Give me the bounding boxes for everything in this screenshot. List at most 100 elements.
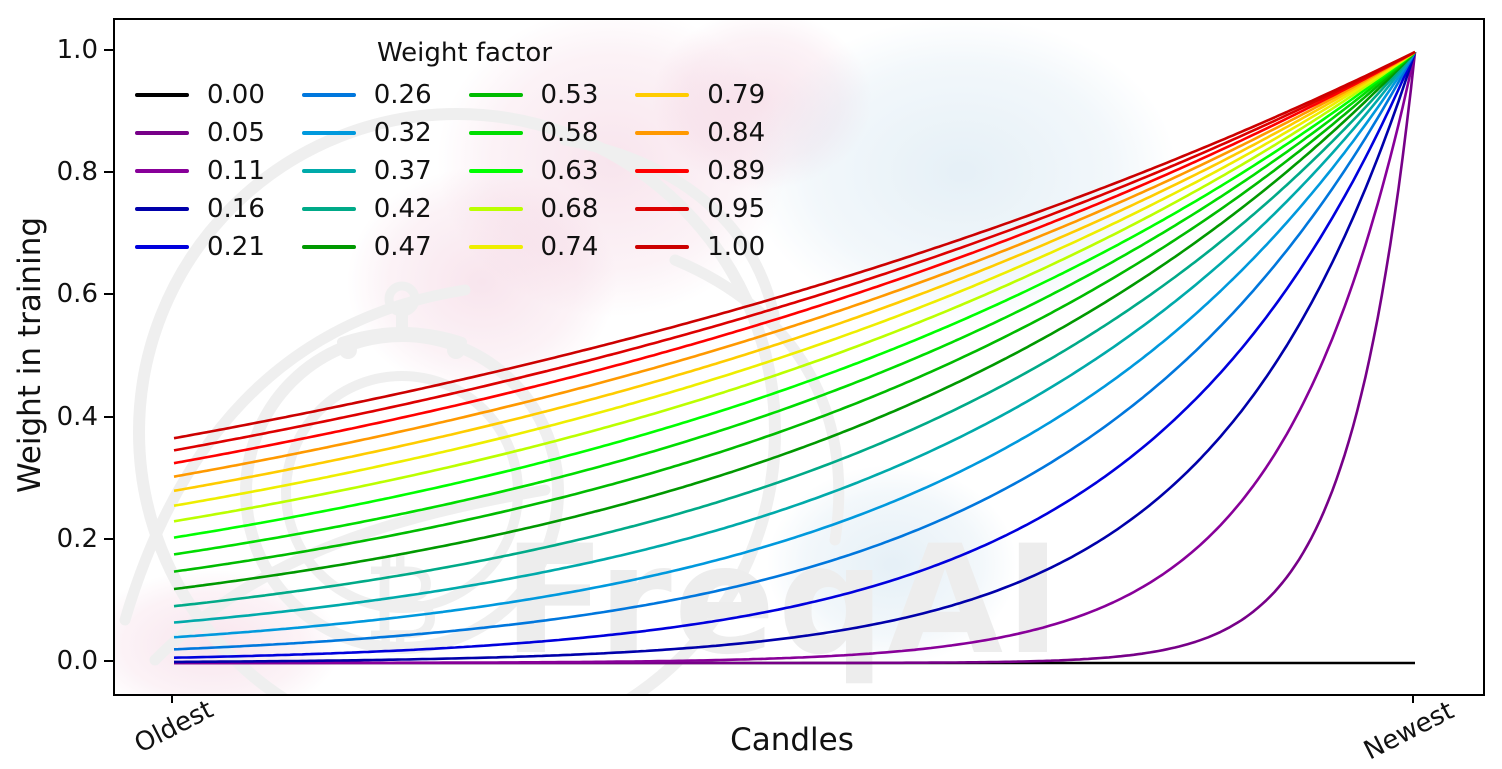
curve-weight-factor-0.79 <box>173 50 1416 493</box>
curve-weight-factor-0.95 <box>173 50 1416 452</box>
legend-swatch <box>301 131 356 135</box>
legend-swatch <box>635 245 690 249</box>
legend-swatch <box>468 93 523 97</box>
legend-item: 0.58 <box>468 114 619 152</box>
legend-column: 0.26 0.32 0.37 0.42 0.47 <box>301 76 452 266</box>
curve-weight-factor-0.26 <box>173 51 1417 651</box>
legend: Weight factor 0.00 0.05 0.11 0.16 0.21 0.26 0.… <box>127 36 802 266</box>
x-tick-mark <box>171 694 173 703</box>
curve-weight-factor-0.89 <box>173 50 1416 465</box>
legend-swatch <box>468 245 523 249</box>
legend-column: 0.00 0.05 0.11 0.16 0.21 <box>135 76 285 266</box>
y-tick-label: 1.0 <box>56 35 98 65</box>
legend-swatch <box>468 169 523 173</box>
legend-item: 0.68 <box>468 190 619 228</box>
legend-item: 0.16 <box>135 190 285 228</box>
legend-swatch <box>635 207 690 211</box>
y-tick-mark <box>104 537 113 540</box>
legend-item: 0.95 <box>635 190 785 228</box>
legend-item: 1.00 <box>635 228 785 266</box>
legend-swatch <box>135 169 189 173</box>
x-tick-label-oldest: Oldest <box>129 694 219 760</box>
legend-item: 0.11 <box>135 152 285 190</box>
curve-weight-factor-0.63 <box>173 50 1416 539</box>
legend-label: 0.95 <box>707 194 766 224</box>
legend-item: 0.05 <box>135 114 285 152</box>
legend-item: 0.74 <box>468 228 619 266</box>
watermark-wing-arc <box>559 134 781 326</box>
watermark-left-knob <box>339 341 357 359</box>
watermark-shoulder <box>337 327 467 347</box>
legend-item: 0.89 <box>635 152 785 190</box>
legend-swatch <box>301 207 356 211</box>
legend-item: 0.00 <box>135 76 285 114</box>
legend-item: 0.26 <box>301 76 452 114</box>
curve-weight-factor-0.21 <box>173 51 1417 659</box>
legend-swatch <box>468 207 523 211</box>
curve-weight-factor-0.68 <box>173 50 1416 523</box>
y-axis-label: Weight in training <box>12 216 48 494</box>
curve-weight-factor-0.37 <box>173 51 1417 624</box>
legend-label: 0.37 <box>373 156 432 186</box>
y-tick-label: 0.4 <box>56 401 98 432</box>
legend-label: 1.00 <box>707 232 766 262</box>
legend-label: 0.11 <box>207 156 265 186</box>
x-tick-mark <box>1412 694 1414 703</box>
y-tick-mark <box>104 415 113 418</box>
y-tick-mark <box>104 171 113 174</box>
legend-item: 0.32 <box>301 114 452 152</box>
y-tick-label: 0.8 <box>56 157 98 188</box>
watermark-wing-arc <box>119 284 471 626</box>
legend-swatch <box>301 93 356 97</box>
legend-label: 0.68 <box>540 194 599 224</box>
curve-lines <box>173 50 1417 665</box>
legend-swatch <box>135 245 189 249</box>
legend-label: 0.00 <box>207 80 265 110</box>
curve-weight-factor-0.58 <box>173 51 1416 556</box>
legend-item: 0.37 <box>301 152 452 190</box>
legend-item: 0.84 <box>635 114 785 152</box>
legend-swatch <box>635 131 690 135</box>
y-tick-mark <box>104 293 113 296</box>
legend-label: 0.58 <box>540 118 599 148</box>
legend-label: 0.89 <box>707 156 766 186</box>
legend-swatch <box>635 169 690 173</box>
curve-weight-factor-0.11 <box>174 51 1417 665</box>
x-axis-label: Candles <box>730 722 854 758</box>
legend-item: 0.42 <box>301 190 452 228</box>
legend-label: 0.16 <box>207 194 265 224</box>
watermark-right-knob <box>447 341 465 359</box>
legend-swatch <box>135 207 189 211</box>
legend-label: 0.32 <box>373 118 432 148</box>
legend-column: 0.53 0.58 0.63 0.68 0.74 <box>468 76 619 266</box>
legend-swatch <box>135 93 189 97</box>
legend-label: 0.84 <box>707 118 766 148</box>
legend-item: 0.21 <box>135 228 285 266</box>
legend-label: 0.42 <box>373 194 432 224</box>
legend-column: 0.79 0.84 0.89 0.95 1.00 <box>635 76 785 266</box>
legend-label: 0.05 <box>207 118 265 148</box>
watermark-blue-blob <box>747 20 1177 327</box>
legend-swatch <box>468 131 523 135</box>
curve-weight-factor-0.84 <box>173 50 1416 478</box>
chart-canvas: ₿ FreqAI <box>115 20 1417 694</box>
legend-title: Weight factor <box>376 38 553 68</box>
legend-swatch <box>635 93 690 97</box>
x-tick-label-newest: Newest <box>1359 695 1459 767</box>
y-tick-label: 0.2 <box>56 523 98 554</box>
legend-label: 0.21 <box>207 232 265 262</box>
y-tick-label: 0.0 <box>56 646 98 676</box>
curve-weight-factor-1.00 <box>173 50 1416 440</box>
curve-weight-factor-0.47 <box>173 51 1416 591</box>
legend-item: 0.63 <box>468 152 619 190</box>
legend-label: 0.53 <box>540 80 599 110</box>
legend-swatch <box>301 245 356 249</box>
curve-weight-factor-0.16 <box>174 51 1417 664</box>
curve-weight-factor-0.74 <box>173 50 1416 507</box>
curve-weight-factor-0.42 <box>173 51 1416 608</box>
curve-weight-factor-0.32 <box>173 51 1417 639</box>
legend-item: 0.47 <box>301 228 452 266</box>
watermark-bitcoin-glyph: ₿ <box>364 541 441 663</box>
y-tick-label: 0.6 <box>56 279 98 310</box>
plot-area: ₿ FreqAI Weight factor 0.00 0.05 0.11 0.16 0… <box>113 18 1485 696</box>
